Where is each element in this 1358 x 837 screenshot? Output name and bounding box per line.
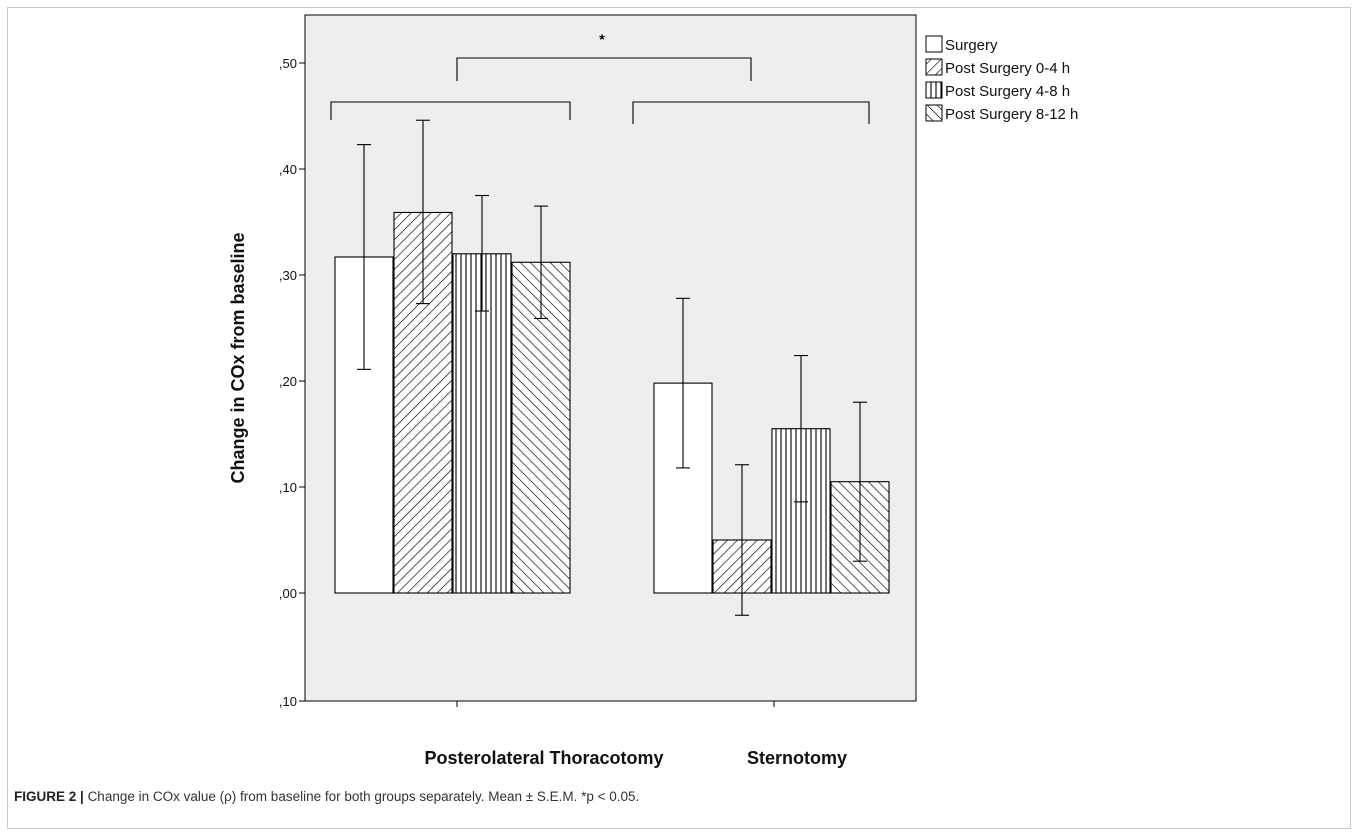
y-axis-title: Change in COx from baseline — [228, 232, 248, 483]
legend-label: Post Surgery 0-4 h — [945, 60, 1070, 77]
figure-caption: FIGURE 2 | Change in COx value (ρ) from … — [14, 789, 1334, 804]
legend-swatch — [925, 35, 943, 53]
error-bar — [416, 119, 430, 305]
group-bracket — [330, 101, 571, 120]
comparison-bracket — [456, 57, 752, 81]
y-tick-label: ,20 — [279, 374, 297, 389]
y-tick-label: ,40 — [279, 162, 297, 177]
legend-label: Post Surgery 4-8 h — [945, 83, 1070, 100]
x-category-label: Posterolateral Thoracotomy — [424, 748, 663, 768]
legend-item: Surgery — [925, 35, 998, 54]
legend-swatch — [925, 81, 943, 99]
legend-label: Post Surgery 8-12 h — [945, 106, 1078, 123]
error-bar — [534, 205, 548, 320]
legend-item: Post Surgery 8-12 h — [925, 104, 1078, 123]
x-category-label: Sternotomy — [747, 748, 847, 768]
group-bracket — [632, 101, 870, 124]
y-tick-label: ,00 — [279, 586, 297, 601]
significance-marker: * — [599, 31, 605, 47]
legend-swatch — [925, 58, 943, 76]
y-tick-label: ,10 — [279, 694, 297, 709]
y-tick-label: ,10 — [279, 480, 297, 495]
caption-text: Change in COx value (ρ) from baseline fo… — [87, 789, 640, 804]
y-tick-label: ,30 — [279, 268, 297, 283]
caption-label: FIGURE 2 | — [14, 789, 84, 804]
error-bar — [357, 144, 371, 370]
legend-label: Surgery — [945, 37, 998, 54]
error-bar — [794, 355, 808, 503]
error-bar — [475, 194, 489, 312]
legend-item: Post Surgery 4-8 h — [925, 81, 1070, 100]
y-tick-label: ,50 — [279, 56, 297, 71]
error-bar — [853, 401, 867, 562]
error-bar — [735, 464, 749, 616]
legend-swatch — [925, 104, 943, 122]
legend-item: Post Surgery 0-4 h — [925, 58, 1070, 77]
error-bar — [676, 297, 690, 469]
